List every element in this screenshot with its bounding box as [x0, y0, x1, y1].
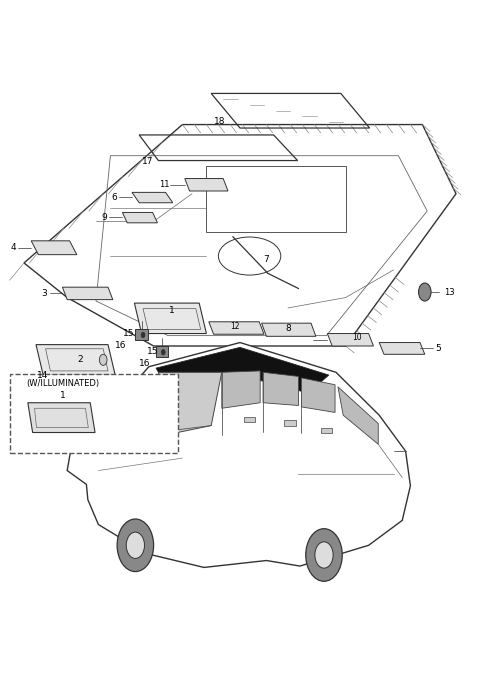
Text: 5: 5 [435, 343, 441, 353]
Text: 14: 14 [36, 371, 48, 381]
Polygon shape [262, 323, 316, 336]
Polygon shape [122, 212, 157, 223]
Circle shape [161, 349, 165, 355]
Text: 15: 15 [123, 329, 134, 338]
Polygon shape [222, 371, 260, 408]
Text: 8: 8 [285, 323, 291, 333]
Circle shape [117, 519, 154, 572]
Polygon shape [263, 372, 299, 406]
Text: 16: 16 [115, 341, 127, 351]
Text: 16: 16 [139, 359, 151, 369]
Text: 1: 1 [60, 391, 65, 400]
Text: (W/ILLUMINATED): (W/ILLUMINATED) [26, 379, 99, 388]
Polygon shape [132, 192, 173, 203]
Text: 11: 11 [159, 180, 170, 190]
Polygon shape [379, 343, 425, 354]
Text: 15: 15 [147, 347, 158, 356]
Polygon shape [31, 241, 77, 255]
Polygon shape [62, 287, 113, 300]
Polygon shape [209, 322, 264, 334]
Polygon shape [327, 334, 373, 346]
Text: 12: 12 [230, 322, 240, 331]
Text: 10: 10 [352, 332, 361, 342]
Circle shape [99, 354, 107, 365]
Polygon shape [129, 372, 222, 436]
Polygon shape [28, 403, 95, 432]
Polygon shape [156, 346, 168, 357]
Bar [321, 428, 332, 433]
Polygon shape [185, 179, 228, 191]
Polygon shape [156, 347, 329, 393]
Polygon shape [67, 343, 410, 567]
FancyBboxPatch shape [10, 374, 178, 453]
Text: 7: 7 [264, 255, 269, 264]
Text: 3: 3 [42, 289, 48, 298]
Text: 2: 2 [77, 355, 83, 365]
Text: 13: 13 [444, 287, 455, 297]
Circle shape [306, 529, 342, 581]
Polygon shape [36, 345, 115, 375]
Text: 4: 4 [10, 243, 16, 253]
Text: 1: 1 [169, 305, 175, 315]
Text: 9: 9 [101, 212, 107, 222]
Text: 18: 18 [214, 116, 226, 126]
Polygon shape [301, 378, 335, 412]
Polygon shape [338, 387, 378, 444]
Circle shape [141, 332, 145, 338]
Circle shape [419, 283, 431, 301]
Polygon shape [134, 303, 206, 334]
Polygon shape [135, 329, 148, 340]
Circle shape [315, 542, 333, 568]
Bar [284, 420, 296, 426]
Text: 6: 6 [111, 192, 117, 202]
Text: 17: 17 [142, 157, 154, 167]
Bar [244, 417, 255, 422]
Circle shape [126, 532, 144, 558]
